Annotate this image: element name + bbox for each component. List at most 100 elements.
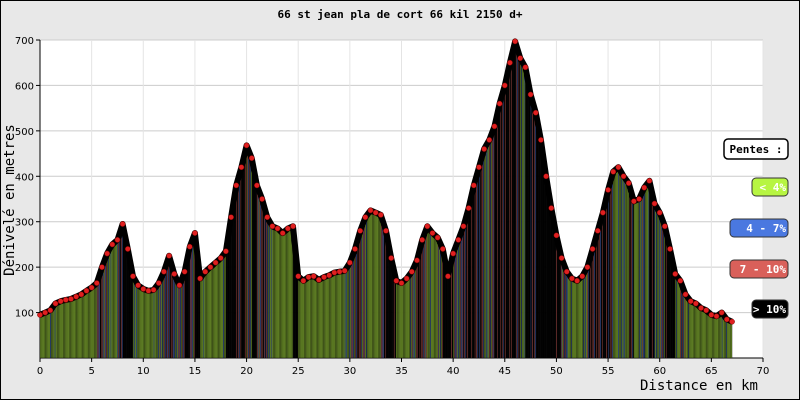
elevation-point (197, 275, 203, 282)
elevation-point (672, 271, 679, 277)
elevation-point (274, 225, 281, 232)
elevation-point (718, 309, 725, 316)
elevation-point (93, 280, 100, 286)
elevation-point (47, 307, 54, 314)
legend-swatch (751, 177, 789, 197)
elevation-point (62, 297, 69, 303)
elevation-point (646, 177, 653, 184)
legend-label: 7 - 10% (740, 263, 787, 276)
legend-swatch (751, 299, 789, 319)
elevation-point (243, 142, 250, 149)
x-tick-label: 30 (343, 366, 356, 377)
elevation-point (538, 137, 544, 143)
elevation-point (269, 223, 276, 230)
elevation-point (470, 182, 477, 189)
elevation-point (507, 59, 513, 66)
elevation-point (481, 146, 487, 152)
y-tick-label: 500 (15, 127, 34, 138)
elevation-point (687, 298, 694, 305)
elevation-point (57, 298, 64, 305)
elevation-point (636, 196, 642, 202)
elevation-point (285, 225, 291, 232)
x-axis-label: Distance en km (640, 378, 758, 394)
elevation-point (135, 282, 141, 289)
elevation-point (615, 164, 622, 171)
x-tick-label: 50 (550, 366, 563, 377)
elevation-point (682, 291, 689, 298)
elevation-point (341, 267, 348, 274)
elevation-point (393, 277, 400, 284)
elevation-point (605, 187, 611, 193)
elevation-point (651, 200, 658, 207)
elevation-point (83, 287, 90, 294)
elevation-point (620, 173, 627, 180)
elevation-point (429, 230, 436, 236)
x-tick-label: 35 (395, 366, 408, 377)
elevation-point (186, 243, 193, 250)
elevation-point (610, 168, 617, 175)
elevation-point (713, 313, 720, 320)
legend-swatch (729, 259, 789, 279)
elevation-point (155, 280, 162, 286)
elevation-point (677, 277, 684, 284)
elevation-point (445, 273, 451, 280)
x-tick-label: 65 (705, 366, 718, 377)
elevation-point (667, 246, 673, 252)
elevation-point (212, 259, 219, 266)
elevation-point (450, 250, 456, 257)
elevation-point (377, 212, 384, 218)
y-axis-ticks: 100 200 300 400 500 600 700 (15, 36, 40, 320)
elevation-point (336, 268, 343, 275)
elevation-point (326, 272, 333, 279)
elevation-point (300, 277, 307, 284)
elevation-point (656, 209, 663, 216)
legend-label: > 10% (753, 303, 786, 316)
elevation-point (594, 227, 601, 234)
elevation-point (491, 123, 498, 130)
elevation-point (501, 82, 508, 89)
elevation-point (574, 277, 580, 284)
elevation-point (486, 137, 493, 143)
legend: Pentes : < 4% 4 - 7% 7 - 10% > 10% (723, 138, 789, 319)
elevation-point (703, 307, 710, 314)
elevation-point (347, 259, 353, 266)
elevation-point (192, 230, 198, 236)
x-tick-label: 20 (240, 366, 253, 377)
elevation-point (88, 284, 95, 291)
elevation-point (202, 268, 209, 275)
elevation-point (708, 311, 715, 318)
elevation-point (460, 223, 467, 230)
elevation-point (176, 282, 183, 289)
elevation-point (331, 269, 338, 276)
x-tick-label: 40 (447, 366, 460, 377)
legend-label: < 4% (760, 181, 787, 194)
x-tick-label: 15 (189, 366, 202, 377)
elevation-point (233, 182, 240, 189)
elevation-point (217, 255, 224, 261)
elevation-point (161, 268, 167, 275)
elevation-point (403, 275, 410, 282)
elevation-point (512, 38, 518, 45)
y-axis-label: Dénivelé en metres (2, 124, 18, 276)
y-tick-label: 200 (15, 263, 34, 274)
elevation-point (698, 305, 704, 311)
elevation-point (68, 296, 74, 302)
elevation-point (558, 255, 565, 261)
elevation-point (223, 248, 229, 255)
elevation-point (207, 264, 214, 270)
elevation-point (408, 268, 415, 275)
y-tick-label: 300 (15, 218, 34, 229)
x-axis-ticks: 0 5 10 15 20 25 30 35 40 45 50 55 60 65 70 (37, 358, 769, 377)
elevation-point (130, 273, 136, 280)
elevation-point (295, 273, 302, 280)
elevation-point (476, 164, 482, 171)
elevation-point (119, 221, 126, 227)
y-tick-label: 400 (15, 172, 34, 183)
elevation-point (228, 214, 234, 221)
elevation-point (264, 214, 271, 221)
legend-title-box (723, 138, 789, 160)
y-tick-label: 700 (15, 36, 34, 47)
elevation-point (398, 280, 405, 286)
elevation-point (181, 268, 188, 275)
elevation-point (532, 109, 539, 116)
